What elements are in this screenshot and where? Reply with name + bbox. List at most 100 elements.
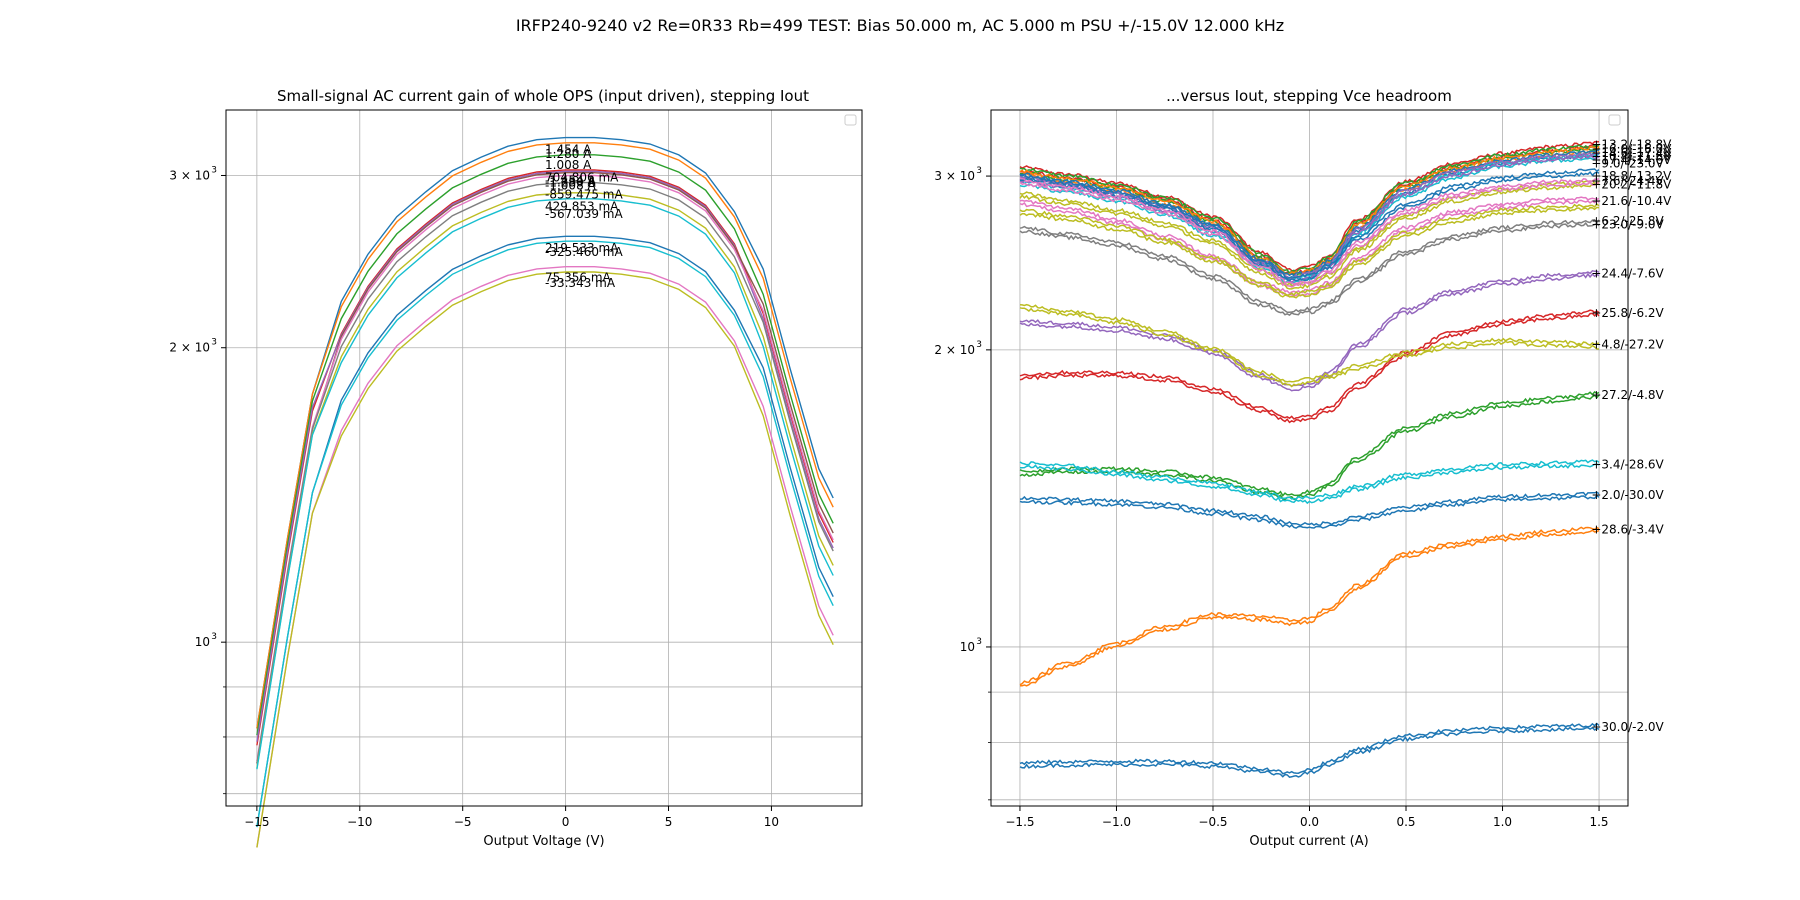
right-series-line [1019,177,1600,285]
left-curve-label: 1.008 A [545,158,592,172]
left-y-tick-label: 3 × 10 [169,168,210,182]
left-y-tick-exponent: 3 [211,165,217,175]
right-curve-label: +16.0/-16.0V [1591,142,1672,156]
right-series-line [1019,391,1600,497]
right-y-tick-label: 2 × 10 [934,343,975,357]
right-series-line [1019,144,1600,275]
left-curve-label: -33.343 mA [545,276,616,290]
right-series-line [1019,269,1600,387]
figure-title: IRFP240-9240 v2 Re=0R33 Rb=499 TEST: Bia… [516,16,1284,35]
left-series-line [256,136,834,729]
left-series-line [256,181,834,764]
left-legend-box [844,114,857,126]
right-x-axis-label: Output current (A) [1249,834,1368,849]
right-series-line [1020,529,1600,687]
right-series-line [1019,272,1600,392]
left-x-tick-label: 5 [665,815,673,829]
left-series-line [256,192,834,769]
left-series-line [256,266,834,848]
left-series-line [256,240,834,827]
right-curve-label: +13.2/-18.8V [1591,137,1672,151]
right-series-line [1019,145,1600,275]
left-grid [226,110,862,806]
right-series-line [1020,463,1600,505]
right-curve-label: +18.8/-13.2V [1591,169,1672,183]
left-x-tick-label: −15 [244,815,269,829]
right-chart-title: ...versus Iout, stepping Vce headroom [1166,87,1452,105]
right-series-line [1019,303,1600,383]
left-curve-label: -1.454 A [545,173,596,187]
left-curve-label: -859.475 mA [545,187,623,201]
right-curve-label: +20.2/-11.8V [1591,178,1672,192]
left-x-axis-label: Output Voltage (V) [483,834,604,849]
left-x-tick-label: 10 [764,815,779,829]
left-y-tick-label: 2 × 10 [169,341,210,355]
left-series-line [256,174,834,762]
left-y-tick-label: 10 [195,635,210,649]
right-x-tick-label: −1.0 [1102,815,1131,829]
left-curve-label: 704.806 mA [545,171,619,185]
right-ticks: −1.5 −1.0 −0.5 0.0 0.5 1.0 1.510 32 × 10 33 × 10… [934,166,1608,829]
right-series [1019,140,1600,779]
right-series-line [1019,726,1600,779]
right-x-tick-label: 0.0 [1300,815,1319,829]
right-legend-box [1608,114,1621,126]
left-series-line [256,154,834,736]
right-series-line [1019,312,1600,424]
right-y-tick-label: 3 × 10 [934,169,975,183]
right-series-line [1019,140,1600,273]
right-grid [991,110,1628,806]
left-curve-label: 1.454 A [545,142,592,156]
left-series-line [256,198,834,770]
right-chart: ...versus Iout, stepping Vce headroom +1… [934,87,1672,849]
right-series-line [1019,168,1600,279]
right-axes-frame [990,109,1629,807]
right-series-line [1019,491,1600,527]
right-y-tick-exponent: 3 [976,166,982,176]
left-series-line [256,235,834,828]
left-series-line [256,142,834,729]
left-chart-title: Small-signal AC current gain of whole OP… [277,87,809,105]
right-series-line [1019,459,1600,500]
left-y-tick-exponent: 3 [211,338,217,348]
right-curve-labels: +13.2/-18.8V+16.0/-16.0V+14.6/-17.4V+10.… [1591,137,1672,733]
left-series-line [256,271,834,848]
left-series-line [256,171,834,764]
right-series-line [1019,309,1600,420]
right-curve-label: +10.4/-21.6V [1591,150,1672,164]
right-series-line [1019,203,1600,297]
left-curve-label: 1.280 A [545,147,592,161]
right-x-tick-label: −1.5 [1005,815,1034,829]
left-chart: Small-signal AC current gain of whole OP… [169,87,863,849]
right-curve-label: +17.4/-14.6V [1591,153,1672,167]
right-y-tick-exponent: 3 [976,637,982,647]
left-x-tick-label: −5 [454,815,472,829]
right-y-tick-exponent: 3 [976,340,982,350]
right-x-tick-label: 0.5 [1396,815,1415,829]
left-curve-label: 75.356 mA [545,270,611,284]
right-series-line [1019,526,1600,686]
right-series-line [1019,222,1600,317]
right-series-line [1019,199,1600,297]
left-y-tick-exponent: 3 [211,632,217,642]
left-curve-label: -567.039 mA [545,207,623,221]
right-x-tick-label: 1.5 [1589,815,1608,829]
right-x-tick-label: −0.5 [1198,815,1227,829]
left-x-tick-label: −10 [347,815,372,829]
left-axes-frame [225,109,863,807]
left-series [256,136,834,848]
left-curve-label: -325.460 mA [545,245,623,259]
left-curve-label: 429.853 mA [545,199,619,213]
right-x-tick-label: 1.0 [1493,815,1512,829]
left-x-tick-label: 0 [562,815,570,829]
right-curve-label: +14.6/-17.4V [1591,146,1672,160]
right-series-line [1019,307,1600,388]
left-curve-label: 219.533 mA [545,241,619,255]
left-curve-label: -1.008 A [545,179,596,193]
right-curve-label: +21.6/-10.4V [1591,194,1672,208]
left-curve-label: -1.280 A [545,176,596,190]
right-y-tick-label: 10 [960,640,975,654]
